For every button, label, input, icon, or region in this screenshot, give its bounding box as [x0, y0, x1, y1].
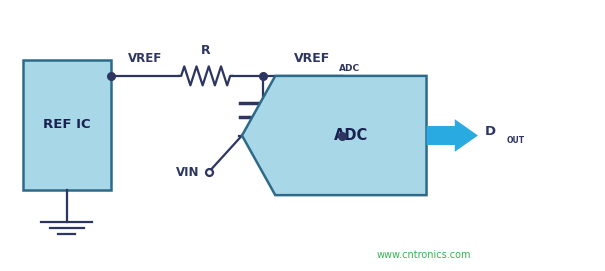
Text: REF IC: REF IC [43, 118, 91, 131]
Text: OUT: OUT [506, 136, 525, 146]
Text: ADC: ADC [371, 115, 389, 124]
Polygon shape [427, 119, 478, 152]
FancyBboxPatch shape [23, 60, 111, 190]
Text: VIN: VIN [176, 166, 200, 179]
Text: R: R [201, 44, 211, 57]
Text: C: C [297, 103, 306, 116]
Polygon shape [242, 76, 427, 195]
Text: D: D [485, 125, 496, 138]
Text: I: I [354, 105, 358, 118]
Text: VREF: VREF [128, 52, 162, 65]
Text: ADC: ADC [334, 128, 368, 143]
Text: VREF: VREF [293, 52, 330, 65]
Text: www.cntronics.com: www.cntronics.com [376, 250, 471, 260]
Text: ADC: ADC [339, 64, 360, 73]
